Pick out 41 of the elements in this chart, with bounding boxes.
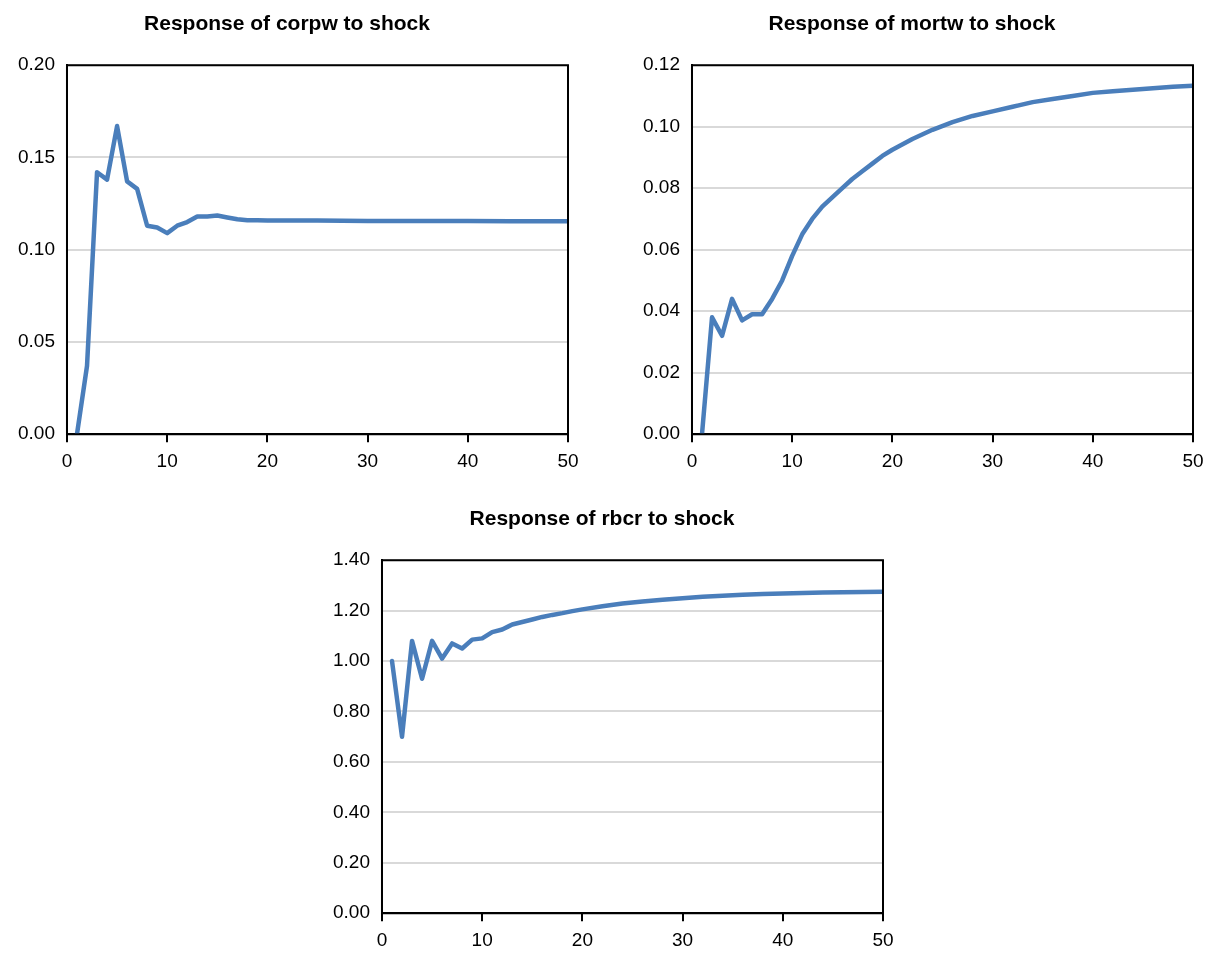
x-tick-label: 30 <box>357 449 379 471</box>
y-tick-label: 0.10 <box>643 114 680 136</box>
x-tick-label: 20 <box>881 449 903 471</box>
y-tick-label: 0.60 <box>333 750 370 772</box>
x-tick-label: 30 <box>982 449 1004 471</box>
y-tick-label: 1.20 <box>333 598 370 620</box>
y-tick-label: 0.20 <box>18 53 55 75</box>
y-tick-label: 0.04 <box>643 299 681 321</box>
x-tick-label: 0 <box>686 449 698 471</box>
x-tick-label: 50 <box>557 449 579 471</box>
x-tick-label: 20 <box>256 449 278 471</box>
y-tick-label: 0.15 <box>18 145 55 167</box>
chart-title: Response of rbcr to shock <box>469 506 735 530</box>
x-tick-label: 20 <box>571 928 593 950</box>
y-tick-label: 0.00 <box>333 901 370 923</box>
x-tick-label: 10 <box>781 449 803 471</box>
chart-title: Response of corpw to shock <box>144 11 431 35</box>
chart-title: Response of mortw to shock <box>768 11 1056 35</box>
x-tick-label: 10 <box>156 449 178 471</box>
y-tick-label: 0.12 <box>643 53 680 75</box>
y-tick-label: 1.00 <box>333 649 370 671</box>
y-tick-label: 0.06 <box>643 237 680 259</box>
y-tick-label: 0.40 <box>333 800 370 822</box>
x-tick-label: 50 <box>1182 449 1204 471</box>
y-tick-label: 0.00 <box>643 422 680 444</box>
x-tick-label: 50 <box>872 928 894 950</box>
x-tick-label: 40 <box>772 928 794 950</box>
y-tick-label: 1.40 <box>333 548 370 570</box>
x-tick-label: 0 <box>376 928 388 950</box>
y-tick-label: 0.08 <box>643 176 680 198</box>
x-tick-label: 10 <box>471 928 493 950</box>
y-tick-label: 0.05 <box>18 330 55 352</box>
y-tick-label: 0.10 <box>18 237 55 259</box>
y-tick-label: 0.80 <box>333 699 370 721</box>
x-tick-label: 40 <box>1082 449 1104 471</box>
x-tick-label: 30 <box>672 928 694 950</box>
y-tick-label: 0.00 <box>18 422 55 444</box>
y-tick-label: 0.20 <box>333 851 370 873</box>
x-tick-label: 0 <box>61 449 73 471</box>
x-tick-label: 40 <box>457 449 479 471</box>
y-tick-label: 0.02 <box>643 360 680 382</box>
